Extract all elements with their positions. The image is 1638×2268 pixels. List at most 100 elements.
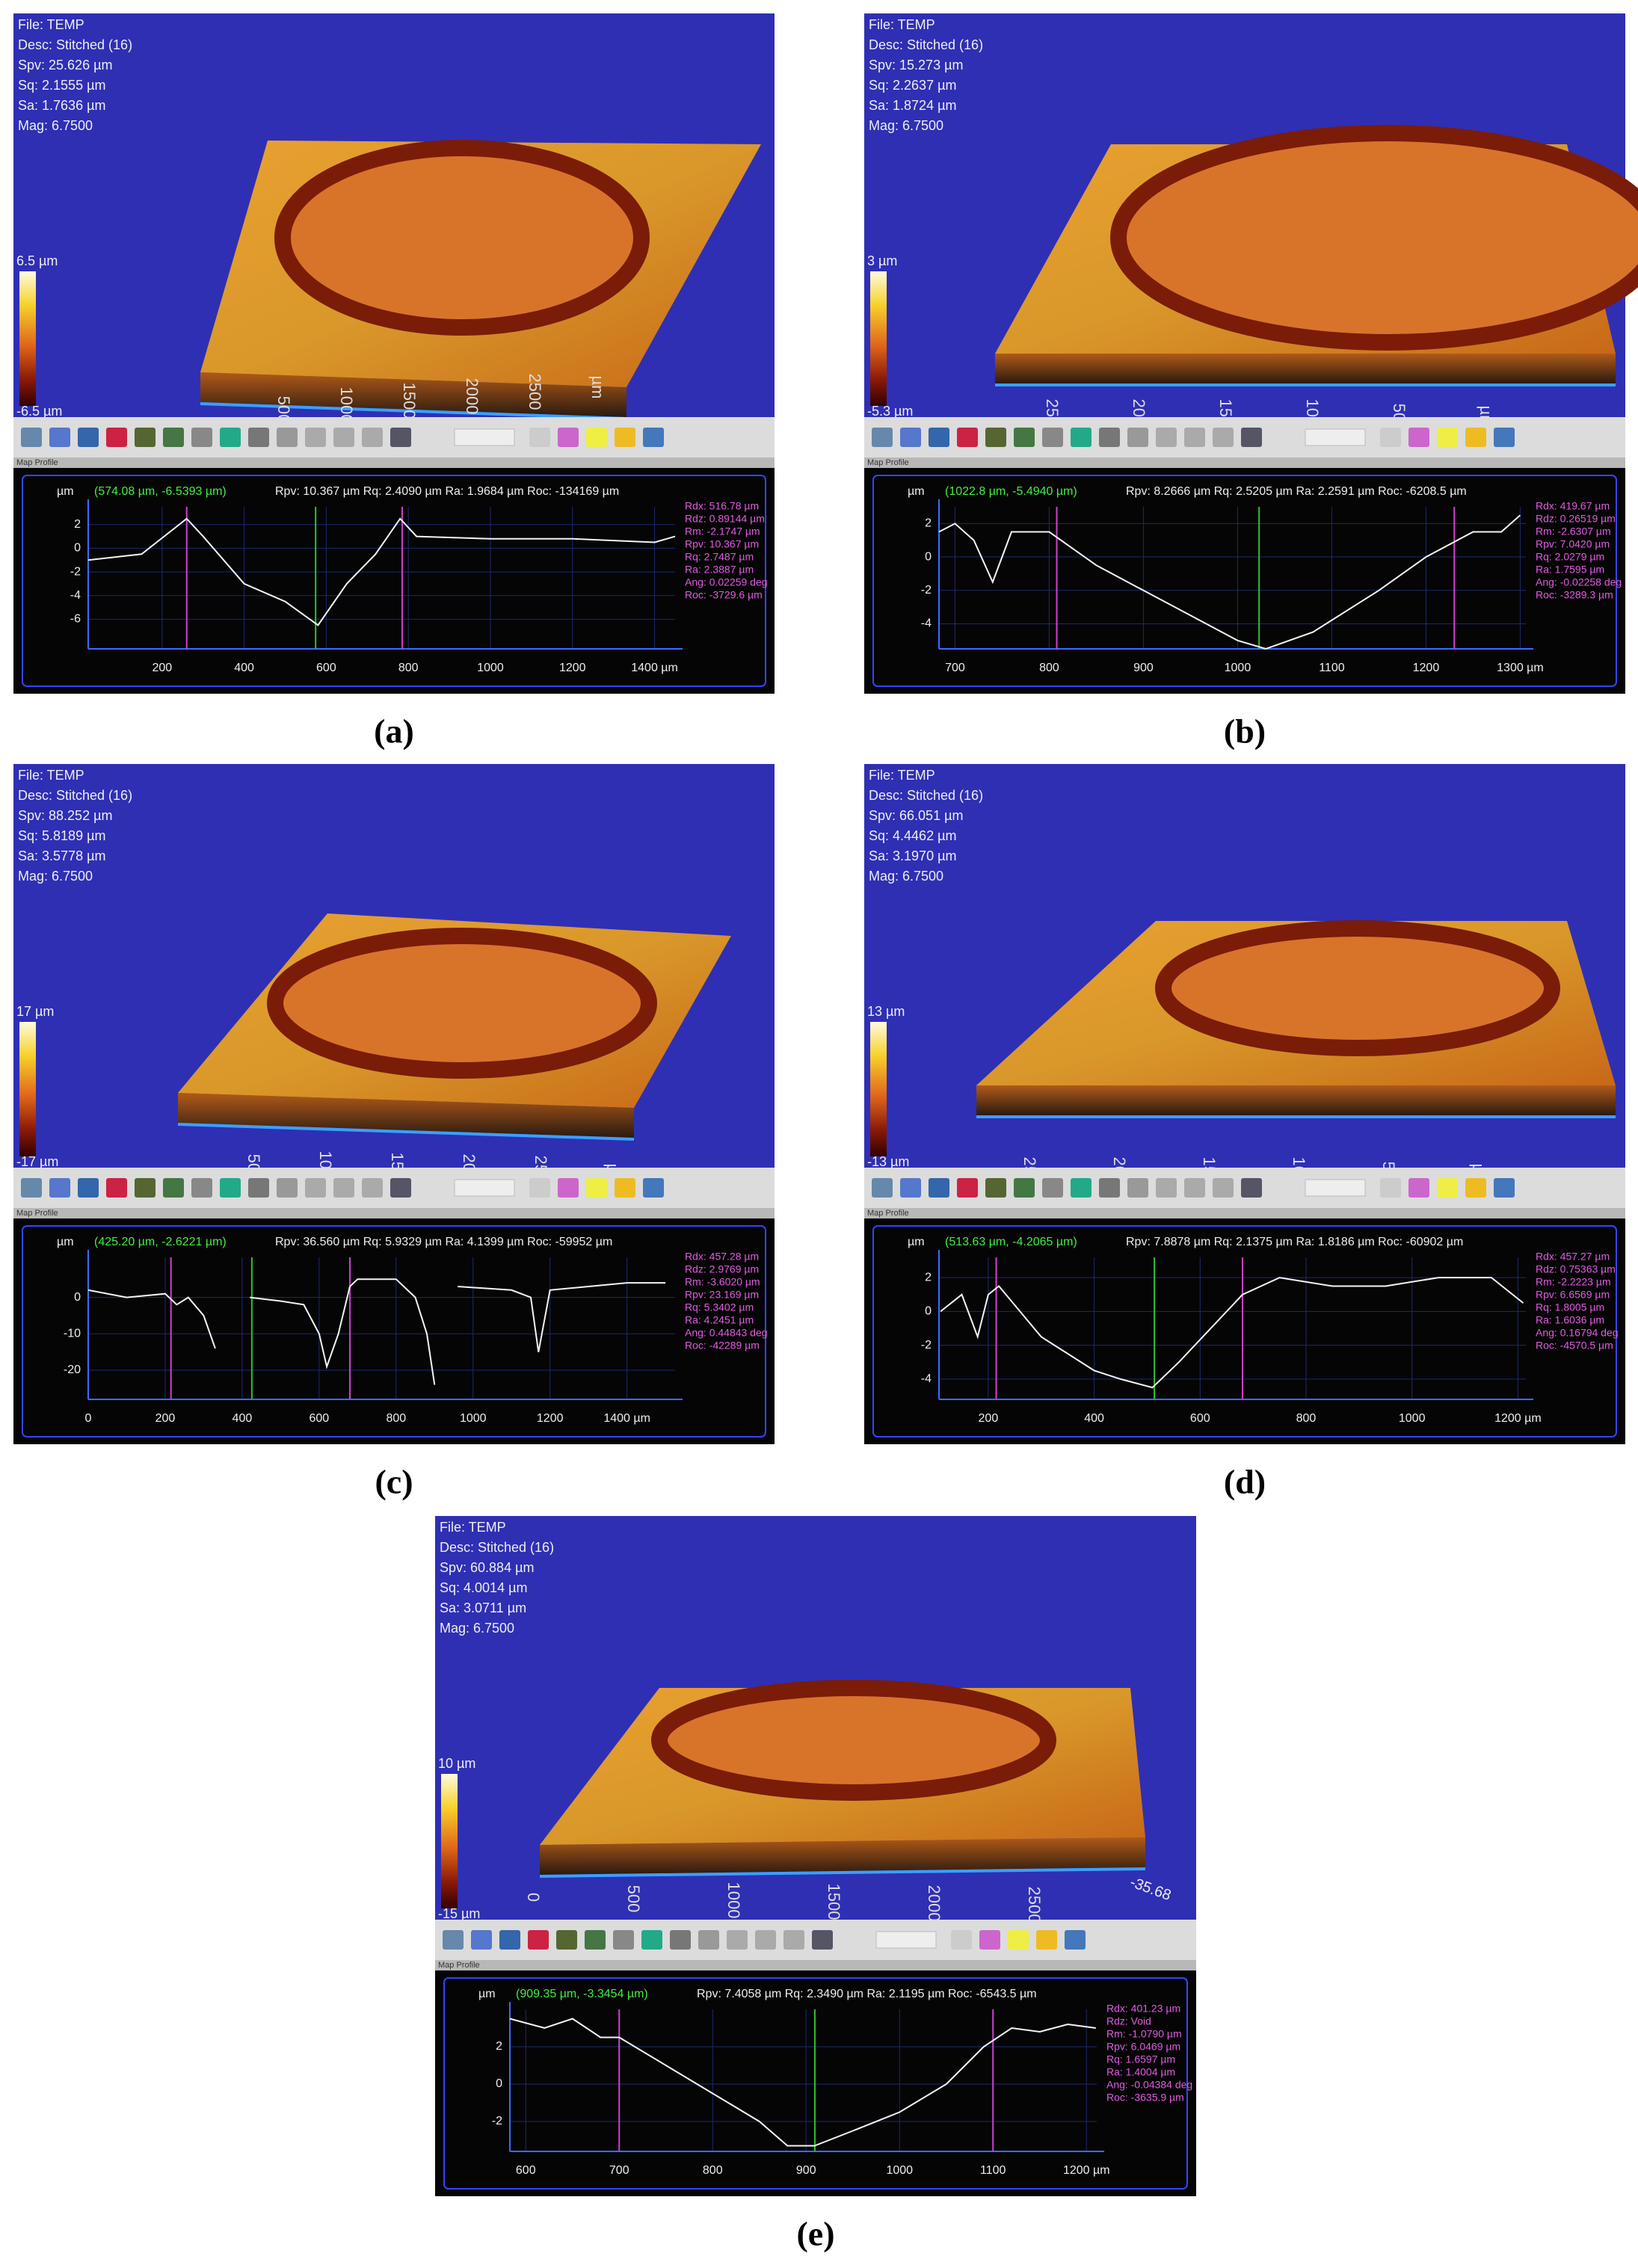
- x-tick-label: 800: [386, 1412, 406, 1425]
- toolbar-icon: [21, 1178, 42, 1198]
- profile-background: [864, 1218, 1625, 1444]
- panel: File: TEMP Desc: Stitched (16) Spv: 15.273…: [864, 13, 1638, 751]
- side-stat: Rdz: 0.89144 µm: [685, 513, 765, 525]
- profile-stats: Rpv: 7.4058 µm Rq: 2.3490 µm Ra: 2.1195 …: [697, 1988, 1037, 2000]
- toolbar-icon: [1213, 428, 1234, 447]
- toolbar-icon: [1494, 428, 1515, 447]
- caption: (b): [1224, 712, 1266, 751]
- toolbar-icon: [643, 1178, 664, 1198]
- info-line: Spv: 15.273 µm: [869, 58, 963, 73]
- toolbar-icon: [1156, 1178, 1177, 1198]
- profile-frame: [443, 1977, 1188, 2190]
- surface-wall: [976, 1085, 1616, 1115]
- toolbar-icon: [21, 428, 42, 447]
- profile-frame: [872, 475, 1617, 687]
- toolbar-icon: [556, 1930, 577, 1950]
- info-line: Sq: 4.4462 µm: [869, 828, 956, 843]
- color-bar-min: -13 µm: [867, 1154, 909, 1169]
- y-tick-label: 2: [74, 518, 81, 531]
- y-tick-label: -6: [70, 613, 81, 626]
- profile-stats: Rpv: 7.8878 µm Rq: 2.1375 µm Ra: 1.8186 …: [1126, 1236, 1463, 1248]
- surface-tick-label: 2500: [526, 374, 544, 410]
- toolbar-icon: [248, 1178, 269, 1198]
- profile-background: [435, 1970, 1196, 2196]
- toolbar-icon: [558, 428, 579, 447]
- surface-ring: [1155, 920, 1560, 1056]
- toolbar-icon: [529, 1178, 550, 1198]
- info-line: Sa: 3.0711 µm: [440, 1600, 526, 1615]
- x-tick-label: 200: [152, 662, 172, 674]
- toolbar-icon: [727, 1930, 748, 1950]
- y-tick-label: 2: [496, 2040, 502, 2053]
- x-tick-label: 1200: [559, 662, 586, 674]
- color-bar-max: 3 µm: [867, 253, 897, 268]
- info-line: Sq: 5.8189 µm: [18, 828, 105, 843]
- profile-tab: [435, 1960, 1196, 1970]
- toolbar-input: [1305, 1179, 1366, 1197]
- side-stat: Ra: 4.2451 µm: [685, 1314, 754, 1326]
- y-tick-label: -2: [921, 1339, 932, 1352]
- x-tick-label: 400: [233, 1412, 253, 1425]
- toolbar-icon: [615, 428, 635, 447]
- toolbar-icon: [163, 428, 184, 447]
- color-bar-max: 13 µm: [867, 1004, 905, 1019]
- toolbar-icon: [1213, 1178, 1234, 1198]
- toolbar-icon: [872, 428, 893, 447]
- y-unit: µm: [908, 1236, 925, 1248]
- toolbar-icon: [1042, 1178, 1063, 1198]
- info-line: Desc: Stitched (16): [18, 37, 132, 52]
- info-line: Sa: 1.7636 µm: [18, 98, 105, 113]
- toolbar-icon: [1465, 1178, 1486, 1198]
- toolbar-icon: [135, 1178, 156, 1198]
- toolbar-icon: [900, 1178, 921, 1198]
- surface-wall: [540, 1837, 1145, 1875]
- toolbar-icon: [78, 1178, 99, 1198]
- x-tick-label: 1200: [1413, 662, 1440, 674]
- info-line: Mag: 6.7500: [869, 869, 943, 884]
- toolbar-icon: [305, 428, 326, 447]
- toolbar-icon: [1065, 1930, 1086, 1950]
- toolbar-icon: [1437, 1178, 1458, 1198]
- info-line: Desc: Stitched (16): [869, 788, 983, 803]
- side-stat: Ang: 0.02259 deg: [685, 576, 768, 588]
- caption: (e): [796, 2215, 834, 2253]
- caption: (a): [374, 712, 414, 751]
- y-unit: µm: [478, 1988, 496, 2000]
- toolbar-icon: [698, 1930, 719, 1950]
- surface-tick-label: 1500: [400, 383, 419, 419]
- toolbar-icon: [1408, 428, 1429, 447]
- profile-stats: Rpv: 10.367 µm Rq: 2.4090 µm Ra: 1.9684 …: [275, 485, 619, 498]
- x-tick-label: 1100: [980, 2164, 1006, 2177]
- profile-tab-label: Map Profile: [867, 1209, 909, 1218]
- surface-ring: [267, 928, 657, 1079]
- side-stat: Rpv: 6.6569 µm: [1536, 1289, 1610, 1301]
- info-line: Spv: 25.626 µm: [18, 58, 112, 73]
- toolbar-icon: [1127, 1178, 1148, 1198]
- side-stat: Rq: 2.7487 µm: [685, 551, 754, 563]
- toolbar-icon: [929, 1178, 949, 1198]
- side-stat: Roc: -3289.3 µm: [1536, 589, 1613, 601]
- toolbar-icon: [985, 1178, 1006, 1198]
- y-tick-label: 0: [496, 2077, 502, 2090]
- surface-wall: [995, 354, 1616, 383]
- toolbar-icon: [951, 1930, 972, 1950]
- side-stat: Rdz: 2.9769 µm: [685, 1263, 759, 1275]
- toolbar-icon: [1380, 428, 1401, 447]
- caption: (c): [375, 1463, 413, 1501]
- profile-line: [87, 1289, 216, 1349]
- info-line: Sa: 3.5778 µm: [18, 848, 105, 863]
- toolbar-icon: [872, 1178, 893, 1198]
- toolbar-icon: [191, 1178, 212, 1198]
- toolbar-icon: [1099, 428, 1120, 447]
- panel: File: TEMP Desc: Stitched (16) Spv: 88.252…: [13, 764, 775, 1501]
- toolbar-icon: [985, 428, 1006, 447]
- x-tick-label: 1200: [537, 1412, 564, 1425]
- toolbar-icon: [333, 1178, 354, 1198]
- cursor-readout: (425.20 µm, -2.6221 µm): [94, 1236, 227, 1248]
- x-tick-label: 1200 µm: [1494, 1412, 1542, 1425]
- cursor-readout: (574.08 µm, -6.5393 µm): [94, 485, 227, 498]
- surface-tick-label: 2000: [463, 378, 481, 415]
- profile-tab: [864, 457, 1625, 468]
- toolbar-icon: [78, 428, 99, 447]
- info-line: Mag: 6.7500: [18, 118, 93, 133]
